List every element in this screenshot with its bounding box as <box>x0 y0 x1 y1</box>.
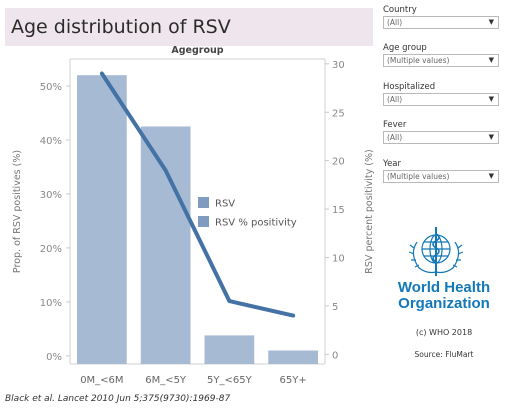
country-select[interactable]: (All) ▼ <box>383 16 499 29</box>
y-left-axis-title: Prop. of RSV positives (%) <box>12 150 23 273</box>
y-right-tick-label: 25 <box>332 108 345 119</box>
bar-3 <box>204 335 255 364</box>
y-left-tick-label: 20% <box>40 244 62 255</box>
page-title: Age distribution of RSV <box>11 16 231 38</box>
legend-swatch-2 <box>198 216 209 227</box>
x-tick-label: 6M_<5Y <box>145 375 187 386</box>
year-select-value: (Multiple values) <box>387 172 450 181</box>
filter-year-label: Year <box>383 159 401 169</box>
filter-country-label: Country <box>383 5 417 15</box>
filter-age-group-label: Age group <box>383 43 427 53</box>
source-text: Source: FluMart <box>414 350 474 359</box>
citation-text: Black et al. Lancet 2010 Jun 5;375(9730)… <box>5 394 231 404</box>
bar-2 <box>140 126 191 364</box>
filter-year: Year (Multiple values) ▼ <box>383 158 499 183</box>
filter-fever: Fever (All) ▼ <box>383 119 499 144</box>
chevron-down-icon: ▼ <box>488 56 494 64</box>
y-left-tick-label: 10% <box>40 298 62 309</box>
y-left-tick-label: 50% <box>40 82 62 93</box>
hospitalized-select-value: (All) <box>387 95 403 104</box>
y-right-tick-label: 20 <box>332 157 345 168</box>
fever-select[interactable]: (All) ▼ <box>383 131 499 144</box>
filter-fever-label: Fever <box>383 120 407 130</box>
y-left-tick-label: 40% <box>40 136 62 147</box>
positivity-line <box>99 71 296 318</box>
bar-1 <box>77 75 127 364</box>
country-select-value: (All) <box>387 18 403 27</box>
age-distribution-chart: Agegroup 0% 10% 20% 30% 40% 50% 0 5 10 15 20 25 30 Pro… <box>12 45 375 386</box>
legend-label-1: RSV <box>215 199 235 210</box>
legend-swatch-1 <box>198 197 209 208</box>
bar-4 <box>268 350 318 364</box>
y-right-tick-label: 0 <box>332 350 338 361</box>
chevron-down-icon: ▼ <box>488 95 494 103</box>
filter-hospitalized: Hospitalized (All) ▼ <box>383 81 499 106</box>
copyright-text: (c) WHO 2018 <box>415 328 473 337</box>
filter-age-group: Age group (Multiple values) ▼ <box>383 42 499 67</box>
chevron-down-icon: ▼ <box>488 18 494 26</box>
filter-country: Country (All) ▼ <box>383 4 499 29</box>
x-tick-label: 0M_<6M <box>80 375 123 386</box>
fever-select-value: (All) <box>387 133 403 142</box>
y-left-tick-label: 30% <box>40 190 62 201</box>
chevron-down-icon: ▼ <box>488 133 494 141</box>
chart-header: Agegroup <box>171 45 223 56</box>
filter-hospitalized-label: Hospitalized <box>383 82 436 92</box>
age-group-select-value: (Multiple values) <box>387 56 450 65</box>
x-tick-label: 5Y_<65Y <box>207 375 253 386</box>
who-emblem-icon <box>408 227 464 276</box>
y-right-tick-label: 30 <box>332 60 345 71</box>
y-right-tick-label: 5 <box>332 302 338 313</box>
who-name-line2: Organization <box>398 295 490 312</box>
title-bar: Age distribution of RSV <box>5 8 373 46</box>
who-name: World Health Organization <box>384 280 504 312</box>
y-right-axis-title: RSV percent positivity (%) <box>364 149 375 273</box>
y-right-tick-label: 15 <box>332 205 345 216</box>
hospitalized-select[interactable]: (All) ▼ <box>383 93 499 106</box>
year-select[interactable]: (Multiple values) ▼ <box>383 170 499 183</box>
y-left-tick-label: 0% <box>46 352 62 363</box>
x-tick-label: 65Y+ <box>280 375 307 386</box>
y-right-tick-label: 10 <box>332 253 345 264</box>
age-group-select[interactable]: (Multiple values) ▼ <box>383 54 499 67</box>
chevron-down-icon: ▼ <box>488 172 494 180</box>
who-name-line1: World Health <box>397 279 491 296</box>
legend-label-2: RSV % positivity <box>215 218 297 229</box>
